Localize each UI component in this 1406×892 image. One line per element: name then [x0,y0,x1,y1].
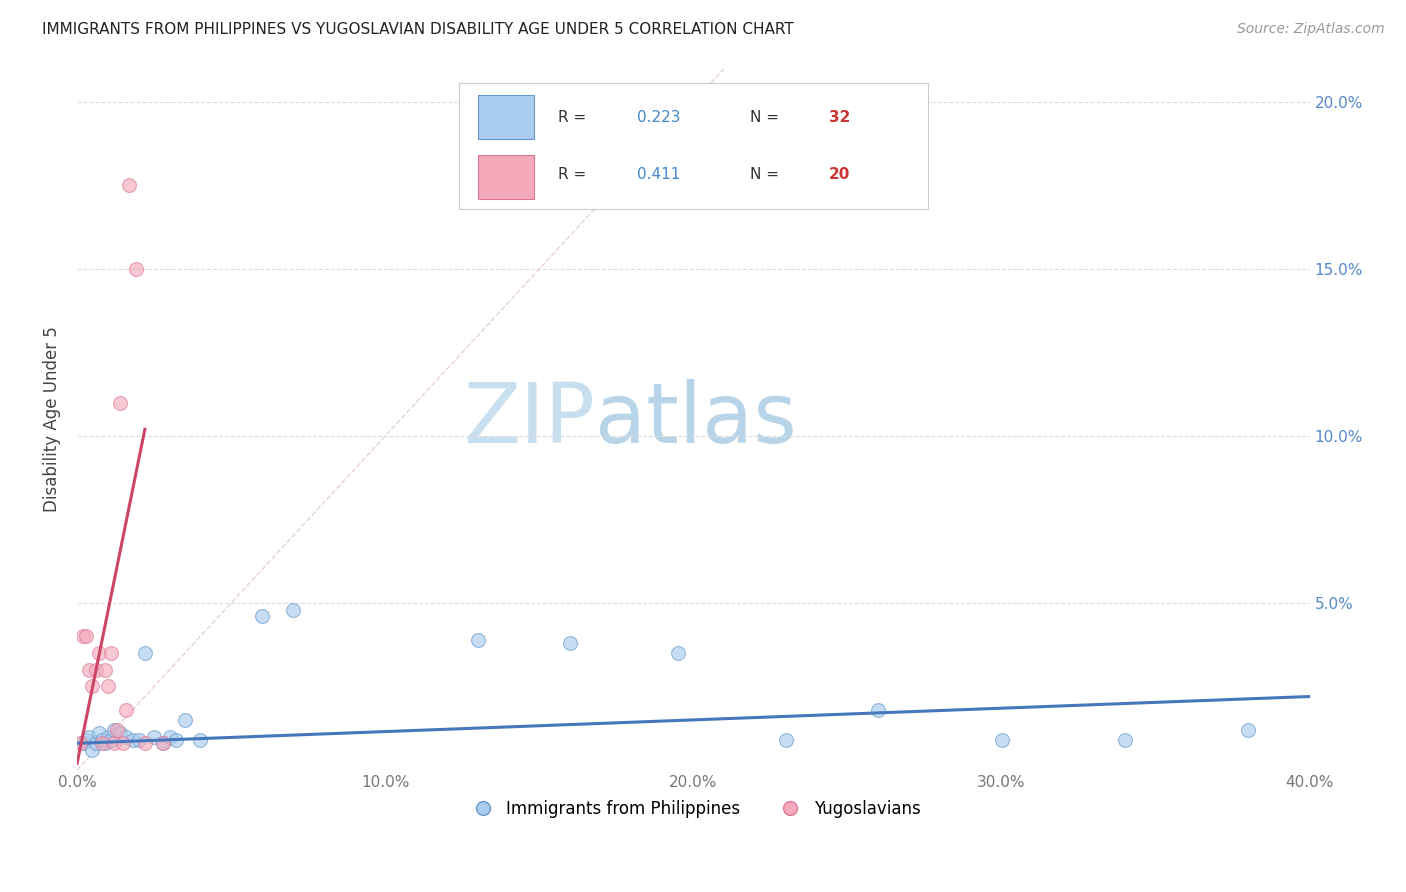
Point [467,632,489,647]
Point [97,730,120,744]
Point [110,726,132,740]
Point [103,723,125,737]
Point [775,733,797,747]
Point [990,733,1012,747]
Point [666,646,689,660]
Point [152,736,174,750]
Y-axis label: Disability Age Under 5: Disability Age Under 5 [44,326,60,512]
Point [105,723,128,737]
Point [124,262,146,277]
Text: ZIP: ZIP [463,379,595,459]
Legend: Immigrants from Philippines, Yugoslavians: Immigrants from Philippines, Yugoslavian… [460,794,927,825]
Point [134,646,156,660]
Point [110,395,132,409]
Point [281,602,304,616]
Text: atlas: atlas [595,379,797,459]
Point [152,736,174,750]
Point [165,733,187,747]
Point [84,663,107,677]
Point [87,646,110,660]
Point [115,703,138,717]
Point [100,733,122,747]
Point [115,730,138,744]
Point [94,736,117,750]
Point [118,178,141,193]
Point [112,736,135,750]
Point [128,733,150,747]
Text: IMMIGRANTS FROM PHILIPPINES VS YUGOSLAVIAN DISABILITY AGE UNDER 5 CORRELATION CH: IMMIGRANTS FROM PHILIPPINES VS YUGOSLAVI… [42,22,794,37]
Point [97,680,120,694]
Text: Source: ZipAtlas.com: Source: ZipAtlas.com [1237,22,1385,37]
Point [103,736,125,750]
Point [868,703,890,717]
Point [94,663,117,677]
Point [84,736,107,750]
Point [159,730,181,744]
Point [79,663,101,677]
Point [558,636,581,650]
Point [79,730,101,744]
Point [72,629,94,643]
Point [82,743,104,757]
Point [72,736,94,750]
Point [87,726,110,740]
Point [188,733,211,747]
Point [75,733,97,747]
Point [100,646,122,660]
Point [1237,723,1260,737]
Point [134,736,156,750]
Point [75,629,97,643]
Point [121,733,143,747]
Point [1114,733,1136,747]
Point [69,736,91,750]
Point [250,609,273,624]
Point [90,736,112,750]
Point [82,680,104,694]
Point [143,730,166,744]
Point [90,733,112,747]
Point [174,713,197,727]
